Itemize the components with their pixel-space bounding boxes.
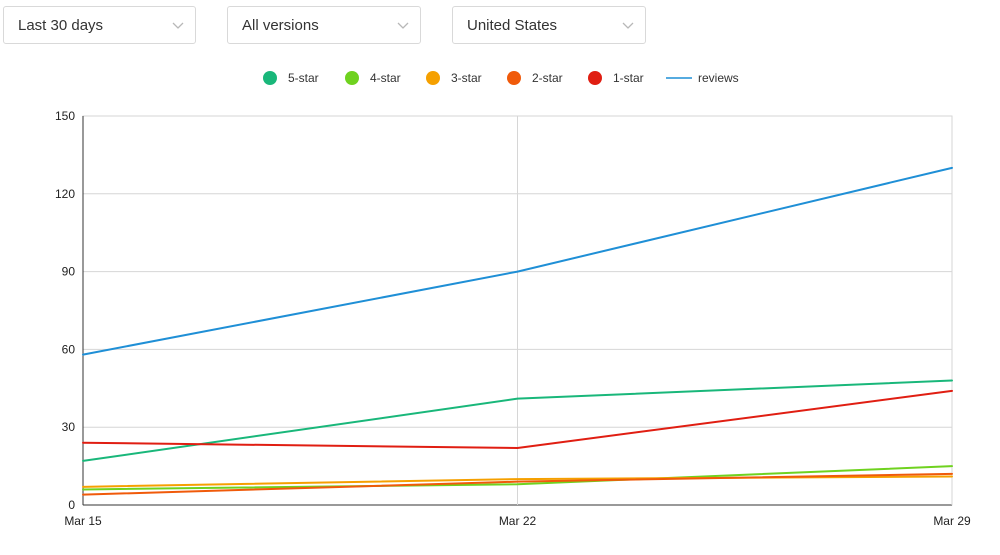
country-select[interactable]: United States: [452, 6, 646, 44]
y-tick-label: 90: [62, 265, 76, 279]
legend-item-1-star[interactable]: 1-star: [588, 71, 644, 85]
series-line-reviews: [82, 166, 953, 356]
legend-dot-marker: [263, 71, 277, 85]
legend-item-reviews[interactable]: reviews: [666, 71, 739, 85]
legend-dot-marker: [345, 71, 359, 85]
chevron-down-icon: [397, 22, 409, 29]
series-line-4-star: [82, 465, 953, 491]
chart-grid: [82, 115, 953, 506]
legend-label: 5-star: [288, 71, 319, 85]
y-tick-label: 60: [62, 342, 76, 356]
y-tick-label: 150: [55, 109, 75, 123]
legend-item-4-star[interactable]: 4-star: [345, 71, 401, 85]
legend-item-3-star[interactable]: 3-star: [426, 71, 482, 85]
version-value: All versions: [242, 16, 319, 34]
x-tick-label: Mar 29: [933, 514, 971, 528]
x-tick-label: Mar 15: [64, 514, 102, 528]
country-value: United States: [467, 16, 558, 34]
x-tick-label: Mar 22: [499, 514, 537, 528]
date-range-select[interactable]: Last 30 days: [3, 6, 196, 44]
legend-label: 2-star: [532, 71, 563, 85]
legend-dot-marker: [426, 71, 440, 85]
legend-label: 4-star: [370, 71, 401, 85]
legend-item-2-star[interactable]: 2-star: [507, 71, 563, 85]
legend-dot-marker: [507, 71, 521, 85]
legend-dot-marker: [588, 71, 602, 85]
legend-label: reviews: [698, 71, 739, 85]
version-select[interactable]: All versions: [227, 6, 421, 44]
legend-label: 3-star: [451, 71, 482, 85]
series-line-1-star: [82, 389, 953, 449]
chart-series: [82, 166, 953, 496]
date-range-value: Last 30 days: [18, 16, 104, 34]
series-line-5-star: [82, 379, 953, 462]
chart-legend: 5-star 4-star 3-star 2-star 1-star reviews: [263, 71, 739, 85]
chevron-down-icon: [622, 22, 634, 29]
legend-label: 1-star: [613, 71, 644, 85]
series-line-2-star: [82, 472, 953, 496]
chevron-down-icon: [172, 22, 184, 29]
chart-axes: 0 30 60 90 120 150 Mar 15 Mar 22 Mar 29: [55, 109, 971, 528]
y-tick-label: 120: [55, 187, 75, 201]
y-tick-label: 0: [68, 498, 75, 512]
legend-item-5-star[interactable]: 5-star: [263, 71, 319, 85]
y-tick-label: 30: [62, 420, 76, 434]
